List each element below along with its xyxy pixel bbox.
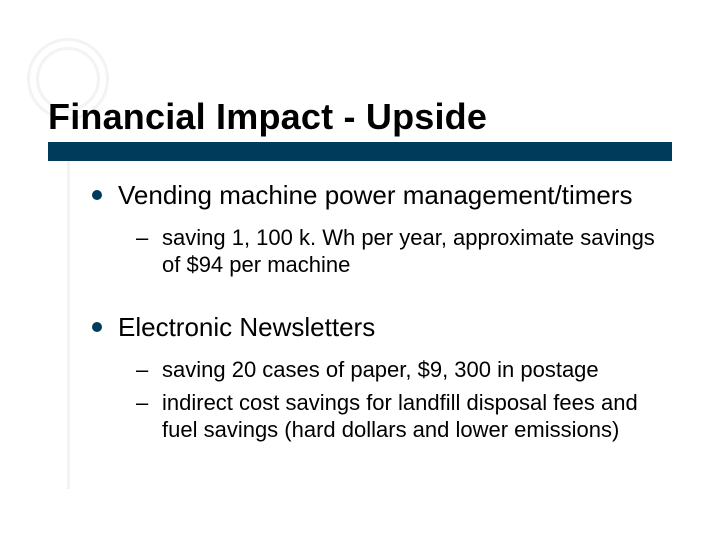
list-item: indirect cost savings for landfill dispo… [136,390,678,444]
sub-bullet-text: saving 1, 100 k. Wh per year, approximat… [162,225,678,279]
list-item: saving 1, 100 k. Wh per year, approximat… [136,225,678,279]
bullet-text: Electronic Newsletters [118,312,678,343]
list-item: Vending machine power management/timers … [88,180,678,278]
sub-bullet-list: saving 1, 100 k. Wh per year, approximat… [136,225,678,279]
slide: Financial Impact - Upside Vending machin… [0,0,720,540]
slide-content: Vending machine power management/timers … [88,180,678,463]
title-underline [48,142,672,161]
bullet-text: Vending machine power management/timers [118,180,678,211]
list-item: Electronic Newsletters saving 20 cases o… [88,312,678,443]
sub-bullet-list: saving 20 cases of paper, $9, 300 in pos… [136,357,678,443]
list-item: saving 20 cases of paper, $9, 300 in pos… [136,357,678,384]
sub-bullet-text: saving 20 cases of paper, $9, 300 in pos… [162,357,678,384]
decorative-vertical-line [67,161,70,489]
slide-title: Financial Impact - Upside [48,96,487,138]
bullet-list: Vending machine power management/timers … [88,180,678,443]
sub-bullet-text: indirect cost savings for landfill dispo… [162,390,678,444]
